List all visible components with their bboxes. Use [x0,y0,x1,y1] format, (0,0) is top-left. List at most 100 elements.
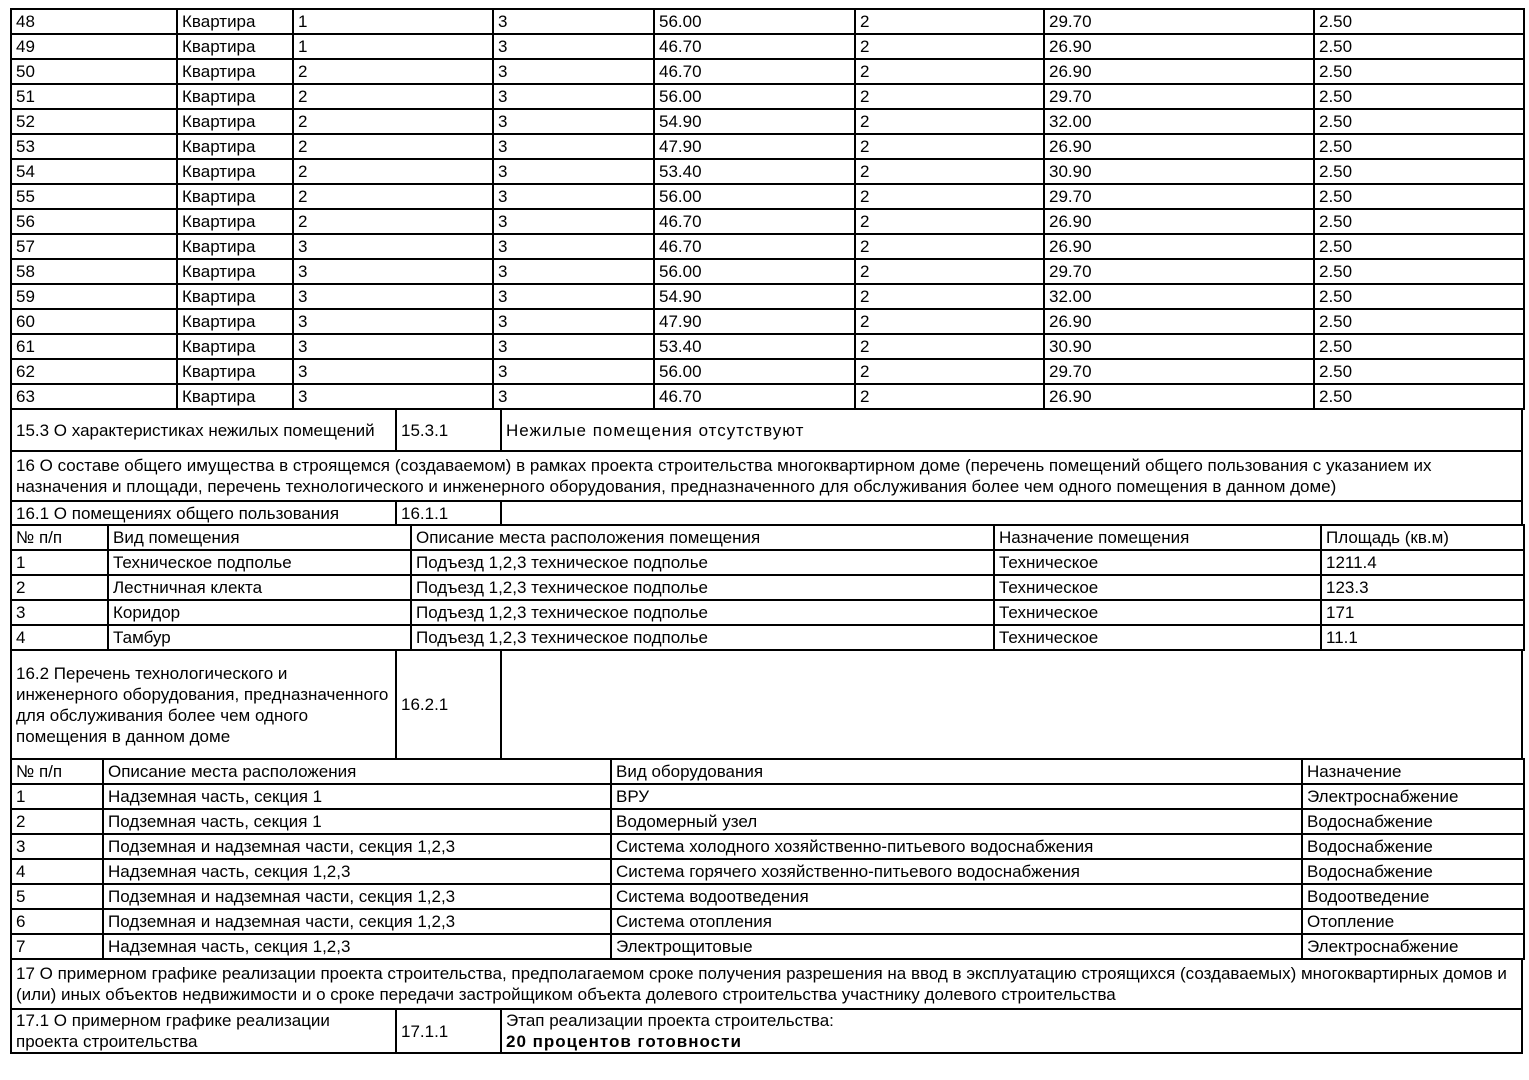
equipment-table: № п/п Описание места расположения Вид об… [10,758,1525,960]
table-cell: 2.50 [1313,158,1525,185]
table-cell: 29.70 [1043,83,1315,110]
table-cell: 29.70 [1043,183,1315,210]
table-cell: 47.90 [653,308,856,335]
section-16-header-row: 16 О составе общего имущества в строящем… [10,450,1523,502]
table-cell: 4 [10,858,104,885]
table-cell: 58 [10,258,178,285]
table-cell: 2 [854,358,1045,385]
table-cell: 56 [10,208,178,235]
table-row: 52 Квартира 2 3 54.90 2 32.00 2.50 [10,108,1525,135]
section-17-header-text: 17 О примерном графике реализации проект… [10,958,1523,1010]
table-cell: 30.90 [1043,333,1315,360]
table-cell: 30.90 [1043,158,1315,185]
section-15-3-value: Нежилые помещения отсутствуют [500,408,1523,452]
table-cell: 2.50 [1313,333,1525,360]
table-cell: Квартира [176,358,294,385]
table-cell: 2 [10,808,104,835]
equipment-col-location: Описание места расположения [102,758,612,785]
table-cell: 3 [492,108,655,135]
table-cell: 3 [492,8,655,35]
table-cell: Квартира [176,383,294,410]
table-cell: 3 [292,283,494,310]
table-cell: Система холодного хозяйственно-питьевого… [610,833,1303,860]
table-cell: 2 [854,158,1045,185]
table-cell: 3 [292,333,494,360]
table-cell: 4 [10,624,109,651]
table-cell: 32.00 [1043,283,1315,310]
table-row: 4 Тамбур Подъезд 1,2,3 техническое подполь… [10,624,1525,651]
table-cell: Надземная часть, секция 1,2,3 [102,933,612,960]
section-17-1-label: 17.1 О примерном графике реализации прое… [10,1008,397,1054]
common-rooms-col-room-type: Вид помещения [107,524,412,551]
table-cell: 2 [854,283,1045,310]
table-cell: 3 [492,133,655,160]
table-cell: 56.00 [653,358,856,385]
table-cell: 1 [292,33,494,60]
table-cell: Водомерный узел [610,808,1303,835]
table-cell: Квартира [176,33,294,60]
table-cell: 2 [854,83,1045,110]
table-cell: Квартира [176,333,294,360]
common-rooms-table-header: № п/п Вид помещения Описание места распо… [10,524,1525,551]
table-cell: 60 [10,308,178,335]
table-row: 57 Квартира 3 3 46.70 2 26.90 2.50 [10,233,1525,260]
table-cell: 54.90 [653,283,856,310]
table-cell: 2 [854,58,1045,85]
table-row: 63 Квартира 3 3 46.70 2 26.90 2.50 [10,383,1525,410]
project-declaration-page: 48 Квартира 1 3 56.00 2 29.70 2.50 49 Квартира 1 3 4… [10,8,1525,1054]
table-cell: Коридор [107,599,412,626]
table-cell: 61 [10,333,178,360]
section-16-1-label: 16.1 О помещениях общего пользования [10,500,397,526]
table-cell: Система водоотведения [610,883,1303,910]
table-cell: 3 [292,383,494,410]
common-rooms-col-number: № п/п [10,524,109,551]
table-row: 53 Квартира 2 3 47.90 2 26.90 2.50 [10,133,1525,160]
table-cell: 7 [10,933,104,960]
table-row: 61 Квартира 3 3 53.40 2 30.90 2.50 [10,333,1525,360]
table-cell: 53.40 [653,333,856,360]
table-cell: Отопление [1301,908,1525,935]
equipment-table-header: № п/п Описание места расположения Вид об… [10,758,1525,785]
table-cell: 56.00 [653,83,856,110]
table-cell: 56.00 [653,8,856,35]
table-cell: 2 [292,108,494,135]
table-cell: 2 [10,574,109,601]
table-cell: 3 [492,283,655,310]
table-cell: 2 [292,83,494,110]
table-cell: 3 [492,83,655,110]
table-cell: 1 [10,783,104,810]
table-cell: 46.70 [653,233,856,260]
table-cell: 2 [854,108,1045,135]
table-cell: 56.00 [653,183,856,210]
table-cell: 2.50 [1313,133,1525,160]
table-cell: Квартира [176,158,294,185]
table-row: 59 Квартира 3 3 54.90 2 32.00 2.50 [10,283,1525,310]
table-cell: Подъезд 1,2,3 техническое подполье [410,599,995,626]
apartments-table: 48 Квартира 1 3 56.00 2 29.70 2.50 49 Квартира 1 3 4… [10,8,1525,410]
table-cell: 3 [492,383,655,410]
table-cell: 48 [10,8,178,35]
table-row: 6 Подземная и надземная части, секция 1,2… [10,908,1525,935]
construction-stage-value: 20 процентов готовности [506,1032,742,1051]
construction-stage-label: Этап реализации проекта строительства: [506,1011,834,1030]
table-cell: Водоснабжение [1301,833,1525,860]
table-row: 48 Квартира 1 3 56.00 2 29.70 2.50 [10,8,1525,35]
table-row: 2 Лестничная клекта Подъезд 1,2,3 техничес… [10,574,1525,601]
table-cell: 26.90 [1043,133,1315,160]
table-cell: 2 [854,233,1045,260]
table-cell: 32.00 [1043,108,1315,135]
common-rooms-col-area: Площадь (кв.м) [1320,524,1525,551]
table-cell: 56.00 [653,258,856,285]
table-cell: Техническое [993,599,1322,626]
table-cell: ВРУ [610,783,1303,810]
table-cell: 52 [10,108,178,135]
table-cell: Надземная часть, секция 1 [102,783,612,810]
table-cell: Квартира [176,183,294,210]
table-cell: 3 [492,33,655,60]
section-17-1-row: 17.1 О примерном графике реализации прое… [10,1008,1523,1054]
equipment-table-body: 1 Надземная часть, секция 1 ВРУ Электроснаб… [10,783,1525,960]
table-cell: Квартира [176,308,294,335]
table-cell: Подъезд 1,2,3 техническое подполье [410,574,995,601]
table-cell: 51 [10,83,178,110]
table-cell: 2 [854,383,1045,410]
